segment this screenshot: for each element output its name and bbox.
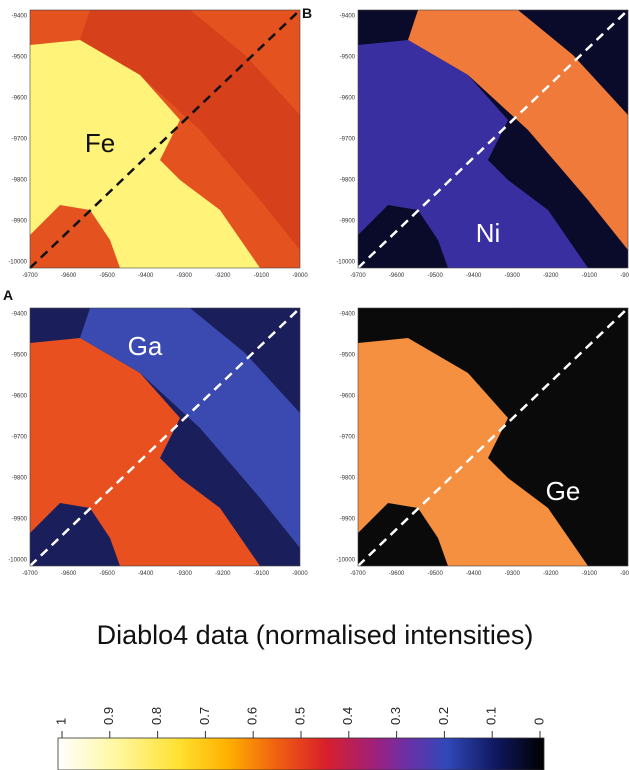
- map-region: [30, 40, 260, 268]
- x-tick-label: -9000: [292, 273, 308, 279]
- x-tick-label: -9200: [543, 571, 559, 577]
- map-region: [80, 308, 300, 548]
- corner-label: A: [3, 287, 13, 303]
- element-label: Ge: [546, 476, 581, 506]
- map-region: [80, 10, 300, 250]
- x-tick-label: -9400: [138, 273, 154, 279]
- x-tick-label: -9400: [466, 571, 482, 577]
- x-tick-label: -9600: [61, 571, 77, 577]
- x-tick-label: -9400: [138, 571, 154, 577]
- y-tick-label: -9400: [340, 312, 356, 318]
- map-region: [30, 338, 260, 566]
- map-region: [358, 40, 588, 268]
- y-tick-label: -9600: [340, 96, 356, 102]
- y-tick-label: -9600: [12, 96, 28, 102]
- element-label: Ga: [128, 331, 163, 361]
- x-tick-label: -9200: [543, 273, 559, 279]
- map-frame: [357, 307, 629, 567]
- x-tick-label: -9500: [427, 273, 443, 279]
- x-tick-label: -9500: [99, 273, 115, 279]
- profile-line: [29, 9, 301, 269]
- y-tick-label: -9600: [12, 394, 28, 400]
- x-tick-label: -9600: [389, 273, 405, 279]
- corner-label: B: [302, 5, 312, 21]
- element-label: Ni: [476, 218, 501, 248]
- x-tick-label: -9700: [22, 571, 38, 577]
- x-tick-label: -9600: [61, 273, 77, 279]
- y-tick-label: -9700: [12, 137, 28, 143]
- map-frame: [357, 9, 629, 269]
- colorbar: [57, 737, 545, 770]
- y-tick-label: -9900: [12, 219, 28, 225]
- colorbar-tick-label: 0: [531, 718, 546, 725]
- y-tick-label: -9500: [340, 353, 356, 359]
- colorbar-tick-label: 0.4: [340, 707, 355, 725]
- colorbar-tick-label: 0.6: [245, 707, 260, 725]
- colorbar-tick-label: 0.5: [292, 707, 307, 725]
- colorbar-tick-label: 0.9: [101, 707, 116, 725]
- y-tick-label: -9700: [340, 137, 356, 143]
- x-tick-label: -9700: [350, 273, 366, 279]
- y-tick-label: -10000: [336, 558, 355, 564]
- map-region: [408, 308, 628, 548]
- x-tick-label: -9500: [99, 571, 115, 577]
- colorbar-tick-label: 0.2: [436, 707, 451, 725]
- y-tick-label: -9700: [340, 435, 356, 441]
- map-frame: [29, 9, 301, 269]
- colorbar-tick-label: 0.3: [388, 707, 403, 725]
- y-tick-label: -9700: [12, 435, 28, 441]
- map-region: [358, 338, 588, 566]
- y-tick-label: -9900: [340, 219, 356, 225]
- y-tick-label: -10000: [336, 260, 355, 266]
- y-tick-label: -9900: [340, 517, 356, 523]
- y-tick-label: -9400: [340, 14, 356, 20]
- x-tick-label: -9300: [505, 273, 521, 279]
- y-tick-label: -9500: [12, 55, 28, 61]
- x-tick-label: -9500: [427, 571, 443, 577]
- colorbar-tick-label: 0.8: [149, 707, 164, 725]
- profile-line: [357, 307, 629, 567]
- y-tick-label: -9400: [12, 312, 28, 318]
- map-region: [408, 10, 628, 250]
- y-tick-label: -9900: [12, 517, 28, 523]
- x-tick-label: -9200: [215, 571, 231, 577]
- y-tick-label: -9500: [12, 353, 28, 359]
- profile-line: [29, 307, 301, 567]
- y-tick-label: -10000: [8, 260, 27, 266]
- x-tick-label: -9600: [389, 571, 405, 577]
- colorbar-tick-label: 0.7: [197, 707, 212, 725]
- x-tick-label: -9300: [177, 273, 193, 279]
- y-tick-label: -9400: [12, 14, 28, 20]
- y-tick-label: -9800: [12, 476, 28, 482]
- y-tick-label: -9800: [340, 178, 356, 184]
- x-tick-label: -9700: [22, 273, 38, 279]
- x-tick-label: -9100: [582, 571, 598, 577]
- x-tick-label: -9000: [292, 571, 308, 577]
- x-tick-label: -9300: [505, 571, 521, 577]
- y-tick-label: -9600: [340, 394, 356, 400]
- profile-line: [357, 9, 629, 269]
- colorbar-tick-label: 0.1: [484, 707, 499, 725]
- caption: Diablo4 data (normalised intensities): [97, 620, 534, 650]
- map-frame: [29, 307, 301, 567]
- colorbar-tick-label: 1: [53, 718, 68, 725]
- x-tick-label: -9000: [620, 273, 629, 279]
- x-tick-label: -9100: [582, 273, 598, 279]
- y-tick-label: -10000: [8, 558, 27, 564]
- x-tick-label: -9100: [254, 571, 270, 577]
- x-tick-label: -9000: [620, 571, 629, 577]
- y-tick-label: -9500: [340, 55, 356, 61]
- y-tick-label: -9800: [340, 476, 356, 482]
- y-tick-label: -9800: [12, 178, 28, 184]
- x-tick-label: -9100: [254, 273, 270, 279]
- x-tick-label: -9700: [350, 571, 366, 577]
- x-tick-label: -9400: [466, 273, 482, 279]
- x-tick-label: -9300: [177, 571, 193, 577]
- x-tick-label: -9200: [215, 273, 231, 279]
- element-label: Fe: [85, 128, 115, 158]
